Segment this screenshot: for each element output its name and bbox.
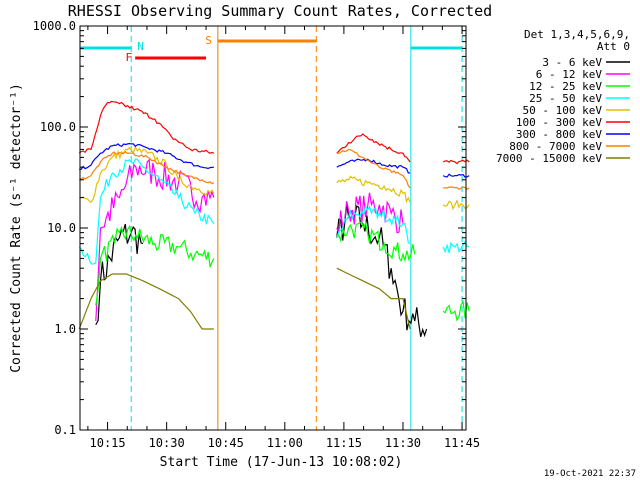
y-tick-label: 100.0: [40, 120, 76, 134]
series-line: [95, 220, 470, 322]
flag-label: N: [137, 40, 144, 53]
x-tick-label: 11:30: [385, 436, 421, 450]
legend-label: 3 - 6 keV: [542, 56, 602, 69]
legend-label: 7000 - 15000 keV: [496, 152, 602, 165]
x-tick-label: 10:30: [149, 436, 185, 450]
series-line: [79, 145, 470, 211]
series-line: [78, 100, 470, 165]
x-tick-label: 10:45: [208, 436, 244, 450]
chart-title: RHESSI Observing Summary Count Rates, Co…: [68, 2, 492, 20]
x-axis-label: Start Time (17-Jun-13 10:08:02): [160, 455, 403, 470]
flag-label: F: [126, 51, 133, 64]
axes: 0.1 1.0 10.0 100.0 1000.0 10:15 10:30 10:45 11:0…: [33, 19, 480, 450]
legend-title-line-2: Att 0: [597, 40, 630, 53]
y-tick-label: 1000.0: [33, 19, 76, 33]
plot-area: NF S: [78, 26, 470, 430]
footer-date: 19-Oct-2021 22:37: [544, 469, 636, 479]
y-tick-label: 1.0: [54, 322, 76, 336]
series-line: [78, 158, 470, 265]
legend-title-line-1: Det 1,3,4,5,6,9,: [524, 28, 630, 41]
y-tick-label: 10.0: [47, 221, 76, 235]
x-tick-label: 11:15: [326, 436, 362, 450]
legend-label: 6 - 12 keV: [536, 68, 603, 81]
legend-label: 50 - 100 keV: [523, 104, 603, 117]
y-axis-label: Corrected Count Rate (s⁻¹ detector⁻¹): [9, 83, 24, 373]
series-line: [79, 142, 470, 178]
x-tick-label: 11:45: [444, 436, 480, 450]
series-line: [95, 158, 404, 322]
legend-label: 12 - 25 keV: [529, 80, 602, 93]
flag-label: S: [205, 34, 212, 47]
x-tick-label: 10:15: [90, 436, 126, 450]
legend-label: 100 - 300 keV: [516, 116, 602, 129]
legend-label: 25 - 50 keV: [529, 92, 602, 105]
series-line: [78, 267, 411, 330]
y-tick-label: 0.1: [54, 423, 76, 437]
legend-label: 300 - 800 keV: [516, 128, 602, 141]
x-tick-label: 11:00: [267, 436, 303, 450]
legend-label: 800 - 7000 keV: [509, 140, 602, 153]
series-line: [78, 148, 470, 191]
